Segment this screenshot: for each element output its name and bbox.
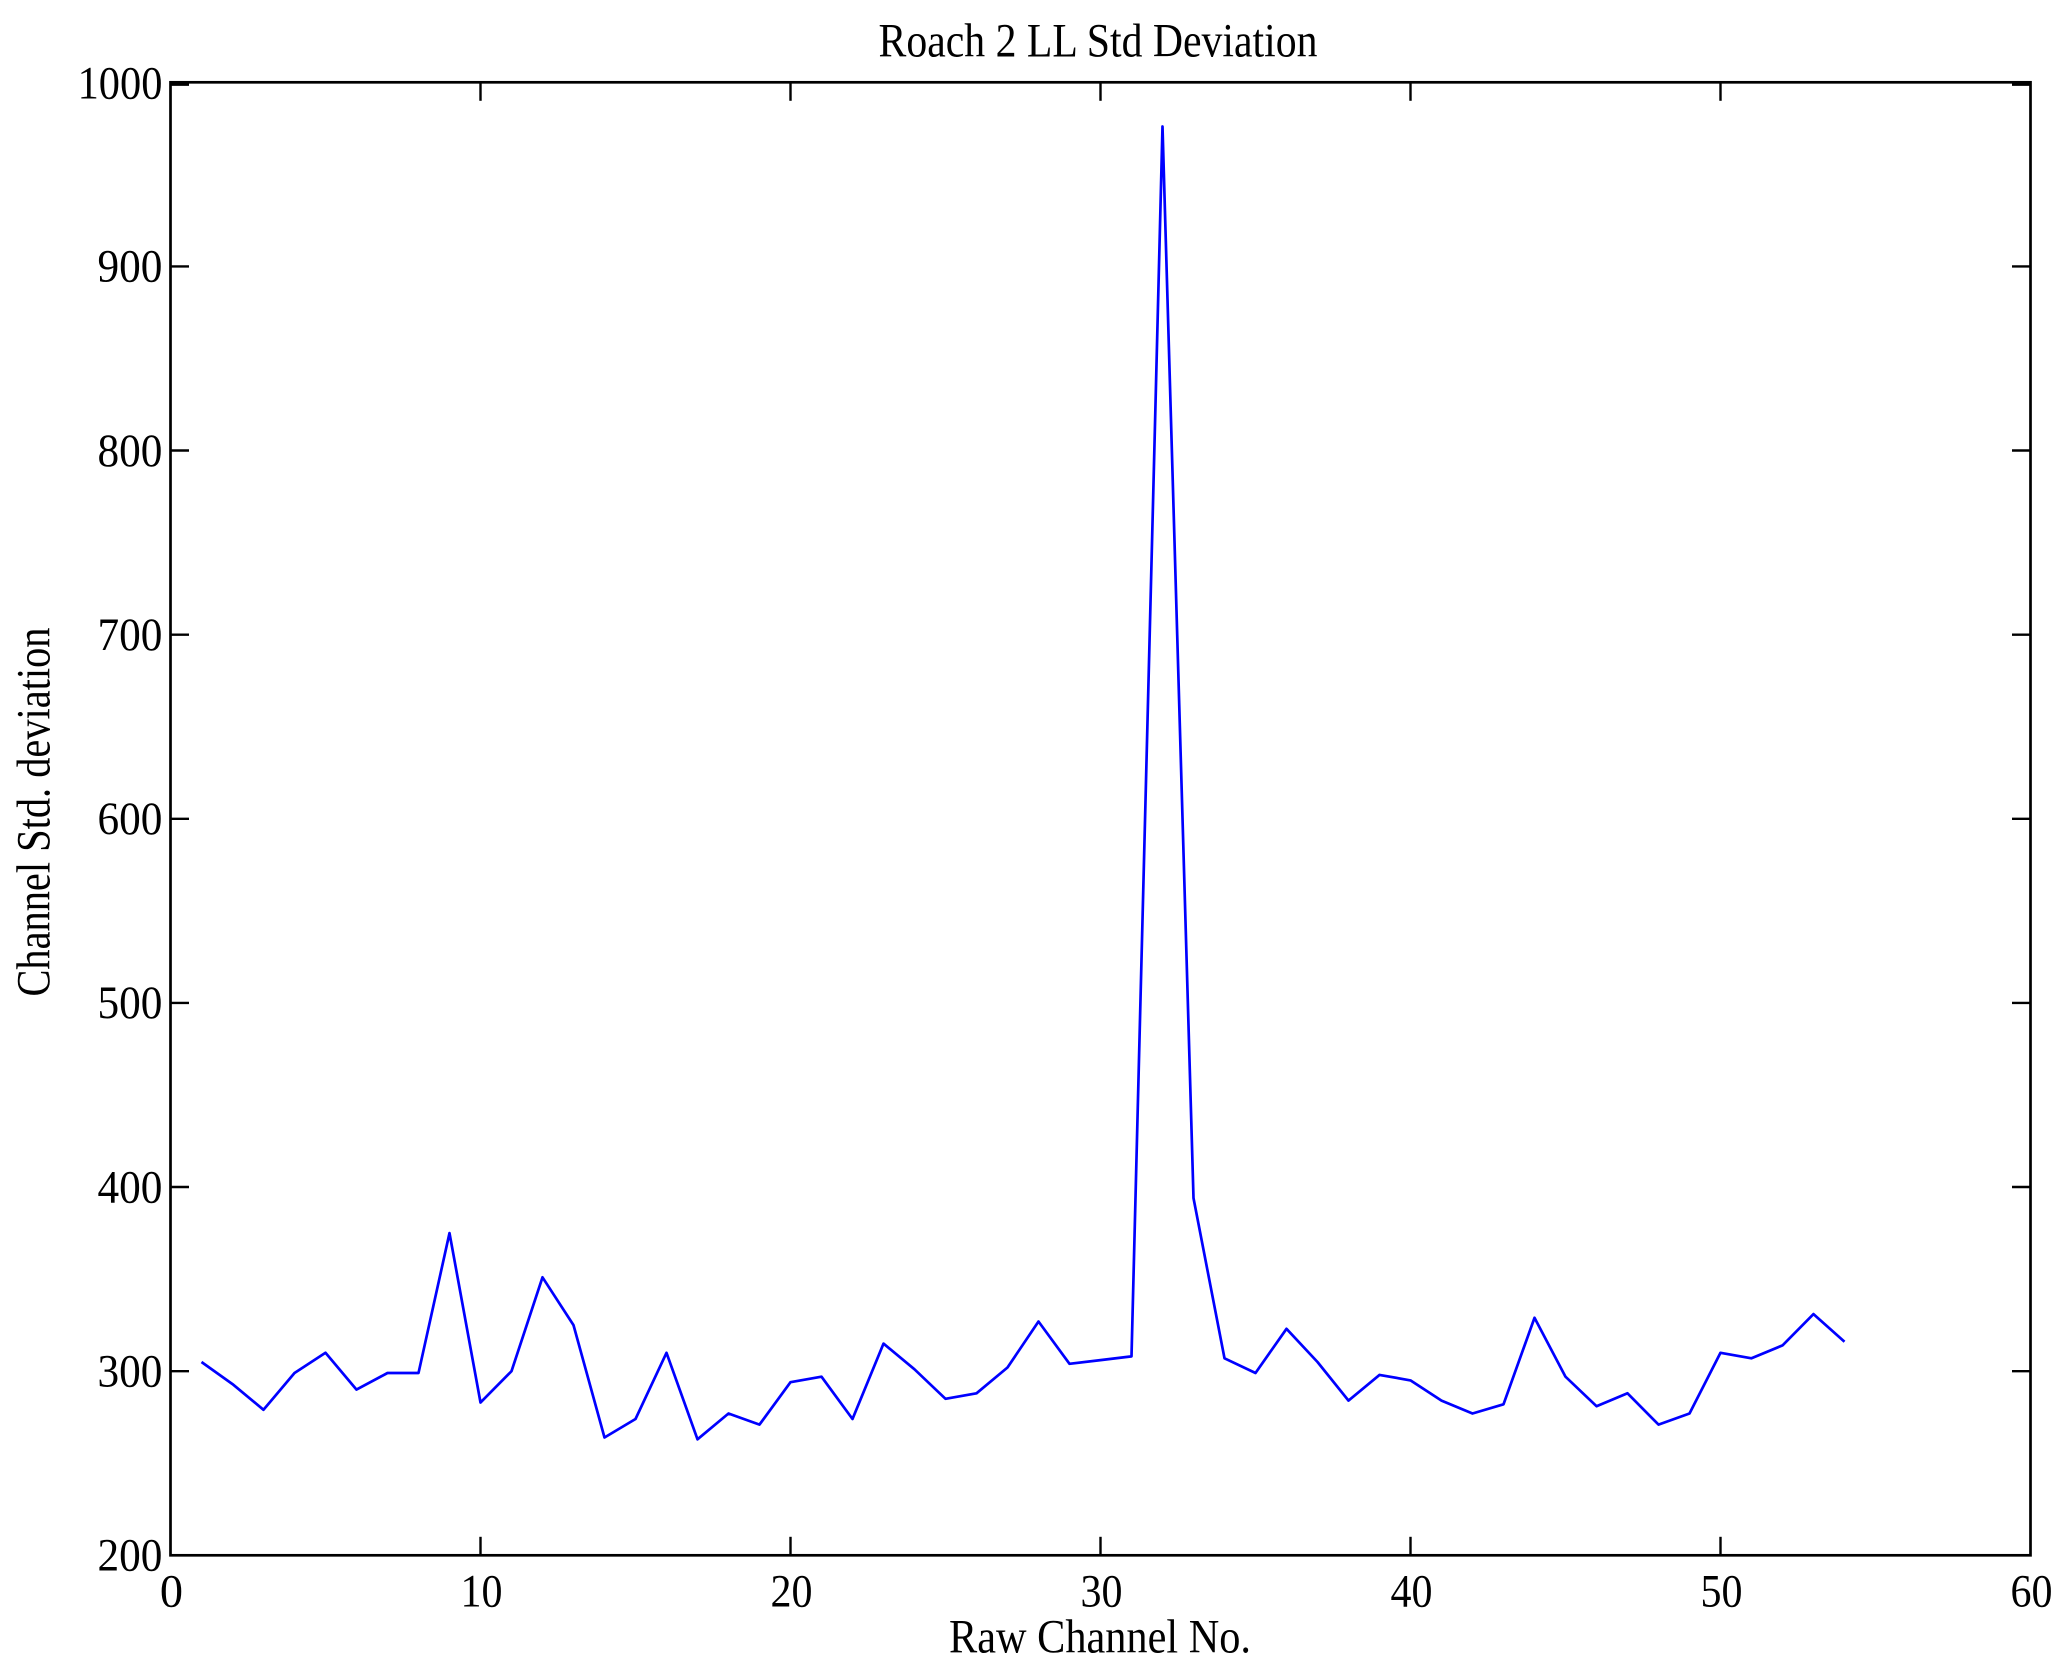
- svg-text:200: 200: [98, 1531, 163, 1582]
- svg-text:40: 40: [1391, 1567, 1433, 1618]
- svg-text:Channel Std. deviation: Channel Std. deviation: [8, 628, 60, 997]
- svg-text:800: 800: [98, 426, 163, 477]
- svg-text:600: 600: [98, 794, 163, 845]
- svg-text:400: 400: [98, 1162, 163, 1213]
- svg-text:0: 0: [160, 1567, 183, 1618]
- svg-text:500: 500: [98, 978, 163, 1029]
- svg-text:10: 10: [461, 1567, 503, 1618]
- svg-text:Raw Channel No.: Raw Channel No.: [949, 1611, 1251, 1663]
- svg-text:Roach 2 LL Std Deviation: Roach 2 LL Std Deviation: [879, 16, 1318, 68]
- svg-text:50: 50: [1701, 1567, 1743, 1618]
- svg-text:700: 700: [98, 610, 163, 661]
- svg-text:1000: 1000: [78, 58, 163, 109]
- svg-text:60: 60: [2011, 1567, 2053, 1618]
- svg-text:300: 300: [98, 1347, 163, 1398]
- svg-text:20: 20: [771, 1567, 813, 1618]
- svg-text:900: 900: [98, 242, 163, 293]
- svg-text:30: 30: [1081, 1567, 1123, 1618]
